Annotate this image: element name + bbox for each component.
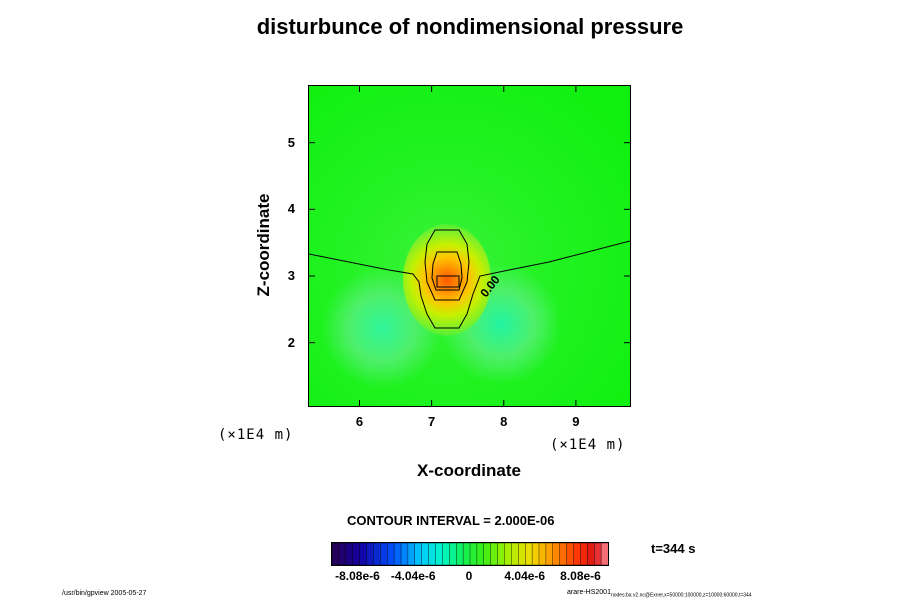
colorbar-cell <box>414 542 423 566</box>
colorbar-cell <box>400 542 409 566</box>
colorbar-cell <box>387 542 395 566</box>
colorbar-cell <box>552 542 561 566</box>
colorbar-cell <box>455 542 464 566</box>
contour-ring-inner <box>431 251 463 291</box>
colorbar-cell <box>545 542 554 566</box>
x-tick-label: 7 <box>428 414 436 429</box>
footer-right-main: arare-HS2001 <box>567 589 611 596</box>
colorbar-cell <box>393 542 402 566</box>
x-tick-label: 9 <box>572 414 580 429</box>
colorbar-cell <box>518 542 526 566</box>
colorbar-cell <box>421 542 430 566</box>
colorbar <box>331 542 609 566</box>
colorbar-cell <box>594 542 602 566</box>
footer-left: /usr/bin/gpview 2005-05-27 <box>62 590 147 597</box>
colorbar-tick-label: -8.08e-6 <box>335 569 380 583</box>
contour-ring-max <box>436 275 460 288</box>
y-tick-label: 2 <box>287 334 295 350</box>
colorbar-cell <box>449 542 457 566</box>
colorbar-cell <box>580 542 588 566</box>
colorbar-cell <box>566 542 575 566</box>
y-tick-label: 5 <box>287 134 295 150</box>
colorbar-cell <box>524 542 533 566</box>
y-tick-label: 3 <box>287 268 295 283</box>
colorbar-cell <box>504 542 512 566</box>
colorbar-tick-label: 0 <box>465 569 473 583</box>
time-label: t=344 s <box>651 541 696 556</box>
colorbar-cell <box>352 542 361 566</box>
x-tick-label: 6 <box>355 414 364 429</box>
footer-right: arare-HS2001nodes:ba v2.nc@Exner,x=50000… <box>567 589 752 598</box>
colorbar-cell <box>366 542 374 566</box>
colorbar-cell <box>483 542 492 566</box>
x-tick-label: 8 <box>500 414 508 429</box>
chart-title: disturbunce of nondimensional pressure <box>256 14 684 39</box>
colorbar-cell <box>600 542 609 566</box>
colorbar-cell <box>573 542 581 566</box>
colorbar-cell <box>538 542 547 566</box>
colorbar-cell <box>380 542 388 566</box>
x-unit-label-right: (×1E4 m) <box>550 437 626 453</box>
footer-right-sub: nodes:ba v2.nc@Exner,x=50000:100000,z=10… <box>610 592 752 599</box>
contour-ring-outer <box>424 229 470 301</box>
colorbar-cell <box>373 542 381 566</box>
colorbar-cell <box>442 542 450 566</box>
colorbar-swatches <box>331 542 609 566</box>
colorbar-cell <box>490 542 499 566</box>
colorbar-cell <box>435 542 443 566</box>
y-tick-label: 4 <box>287 201 295 217</box>
colorbar-cell <box>497 542 506 566</box>
x-axis-label: X-coordinate <box>417 461 521 480</box>
plot-area: 0.00 <box>308 85 631 407</box>
heatmap-field: 0.00 <box>309 86 630 406</box>
x-unit-label-left: (×1E4 m) <box>218 427 294 443</box>
colorbar-cell <box>462 542 471 566</box>
colorbar-cell <box>345 542 354 566</box>
zero-contour-line <box>309 240 630 329</box>
contour-interval-text: CONTOUR INTERVAL = 2.000E-06 <box>347 513 555 528</box>
y-ticks <box>309 142 630 344</box>
colorbar-cell <box>331 542 340 566</box>
colorbar-tick-label: 4.04e-6 <box>504 569 546 583</box>
colorbar-cell <box>428 542 436 566</box>
colorbar-cell <box>511 542 519 566</box>
colorbar-cell <box>531 542 540 566</box>
colorbar-cell <box>359 542 368 566</box>
y-axis-label: Z-coordinate <box>254 193 273 297</box>
colorbar-cell <box>587 542 595 566</box>
colorbar-cell <box>407 542 416 566</box>
colorbar-cell <box>469 542 478 566</box>
colorbar-tick-label: 8.08e-6 <box>560 569 601 583</box>
colorbar-cell <box>476 542 485 566</box>
colorbar-cell <box>559 542 568 566</box>
colorbar-tick-label: -4.04e-6 <box>390 569 436 583</box>
x-ticks <box>358 86 577 406</box>
colorbar-cell <box>338 542 347 566</box>
